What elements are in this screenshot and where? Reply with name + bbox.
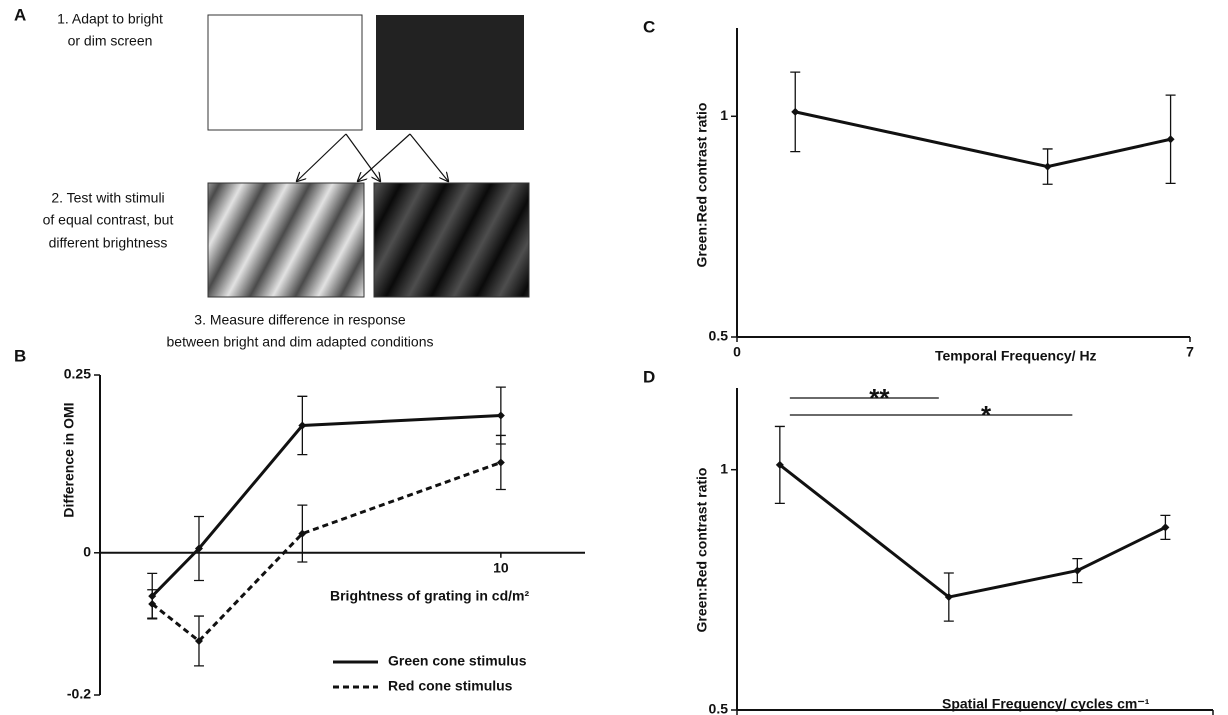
y-tick-label: 0.5 bbox=[709, 701, 729, 715]
step-text: 2. Test with stimuli bbox=[51, 190, 164, 206]
panel-label: D bbox=[643, 367, 655, 386]
y-tick-label: 0.25 bbox=[64, 366, 91, 382]
data-point bbox=[194, 544, 203, 553]
panel-label: A bbox=[14, 5, 26, 24]
step-text: 1. Adapt to bright bbox=[57, 11, 163, 27]
data-point bbox=[775, 460, 784, 469]
dim-grating bbox=[373, 182, 530, 298]
y-tick-label: 0 bbox=[83, 543, 91, 559]
data-point bbox=[298, 529, 307, 538]
data-point bbox=[496, 458, 505, 467]
series-line bbox=[151, 461, 502, 643]
y-axis-label: Difference in OMI bbox=[61, 402, 77, 517]
y-tick-label: 1 bbox=[720, 460, 728, 476]
data-point bbox=[1073, 566, 1082, 575]
bright-grating bbox=[207, 182, 365, 298]
step-text: different brightness bbox=[49, 235, 168, 251]
data-point bbox=[496, 411, 505, 420]
step-text: between bright and dim adapted condition… bbox=[167, 334, 434, 350]
step-text: 3. Measure difference in response bbox=[194, 312, 406, 328]
y-tick-label: 0.5 bbox=[709, 328, 729, 344]
y-axis-label: Green:Red contrast ratio bbox=[694, 468, 710, 633]
data-point bbox=[1166, 135, 1175, 144]
panel-label: C bbox=[643, 17, 655, 36]
legend-label: Red cone stimulus bbox=[388, 678, 513, 694]
y-tick-label: 1 bbox=[720, 107, 728, 123]
data-point bbox=[194, 636, 203, 645]
bright-screen bbox=[207, 14, 363, 131]
data-point bbox=[298, 421, 307, 430]
x-tick-label: 10 bbox=[493, 559, 509, 575]
x-axis-label: Brightness of grating in cd/m² bbox=[330, 588, 529, 604]
panel-label: B bbox=[14, 346, 26, 365]
series-line bbox=[794, 110, 1171, 169]
x-axis-label: Spatial Frequency/ cycles cm⁻¹ bbox=[942, 696, 1150, 712]
panel-a: A 1. Adapt to bright or dim screen 2. Te… bbox=[14, 5, 530, 350]
data-point bbox=[791, 107, 800, 116]
data-point bbox=[1161, 523, 1170, 532]
data-point bbox=[944, 593, 953, 602]
significance-label: * bbox=[981, 400, 992, 430]
step-text: or dim screen bbox=[68, 33, 153, 49]
series-line bbox=[151, 414, 501, 598]
chart-panel: B -0.2 0 0.25 10 Difference in OMI Brightness … bbox=[14, 346, 585, 702]
arrows bbox=[297, 133, 448, 181]
y-tick-label: -0.2 bbox=[67, 686, 91, 702]
legend-label: Green cone stimulus bbox=[388, 653, 527, 669]
y-axis-label: Green:Red contrast ratio bbox=[694, 103, 710, 268]
data-point bbox=[148, 599, 157, 608]
x-tick-label: 7 bbox=[1186, 344, 1194, 360]
dim-screen bbox=[376, 15, 524, 130]
x-tick-label: 0 bbox=[733, 344, 741, 360]
step-text: of equal contrast, but bbox=[43, 212, 174, 228]
x-axis-label: Temporal Frequency/ Hz bbox=[935, 348, 1097, 364]
significance-label: ** bbox=[869, 383, 890, 413]
series-line bbox=[778, 463, 1167, 599]
data-point bbox=[1043, 162, 1052, 171]
chart-panel: C 0.5 1 0 7 Green:Red contrast ratio Temporal … bbox=[643, 17, 1194, 363]
